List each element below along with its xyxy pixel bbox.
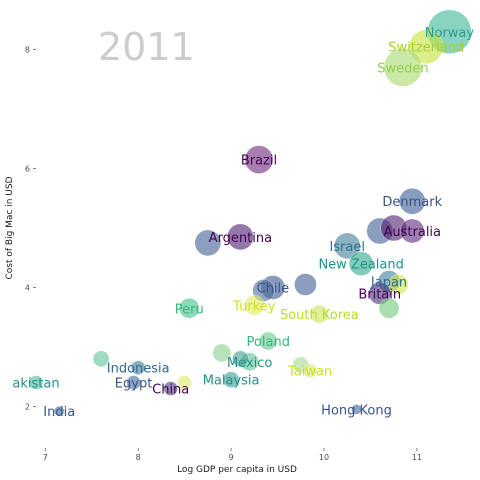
- data-point: [334, 232, 361, 259]
- x-tick-label: 8: [136, 453, 141, 462]
- data-label: Australia: [384, 225, 442, 240]
- data-point: [194, 229, 222, 257]
- data-point: [310, 305, 329, 324]
- x-tick-label: 7: [43, 453, 48, 462]
- data-label: Britain: [358, 287, 401, 302]
- data-label: New Zealand: [318, 258, 403, 273]
- data-point: [294, 273, 317, 296]
- data-label: Egypt: [115, 377, 153, 392]
- data-label: Indonesia: [107, 362, 170, 377]
- data-point: [222, 371, 240, 388]
- x-axis-title: Log GDP per capita in USD: [177, 465, 297, 475]
- data-label: akistan: [12, 377, 59, 392]
- x-tick-label: 11: [412, 453, 422, 462]
- y-tick-label: 8: [25, 46, 30, 55]
- data-label: Poland: [247, 335, 290, 350]
- data-point: [28, 375, 44, 390]
- data-label: Taiwan: [287, 365, 332, 380]
- data-point: [399, 188, 426, 215]
- data-point: [126, 375, 141, 390]
- data-point: [244, 295, 265, 316]
- data-label: Norway: [425, 26, 475, 41]
- data-point: [131, 360, 146, 375]
- y-tick-label: 2: [25, 402, 30, 411]
- data-label: Peru: [175, 302, 204, 317]
- data-label: Chile: [257, 281, 290, 296]
- data-label: Malaysia: [203, 374, 260, 389]
- data-point: [349, 251, 374, 276]
- year-annotation: 2011: [98, 25, 195, 69]
- data-label: Sweden: [377, 61, 428, 76]
- data-point: [302, 363, 318, 378]
- data-label: Japan: [370, 276, 407, 291]
- data-label: China: [152, 383, 189, 398]
- data-point: [212, 343, 231, 363]
- data-point: [54, 405, 65, 417]
- data-label: Denmark: [382, 195, 442, 210]
- data-label: Israel: [329, 240, 365, 255]
- data-point: [383, 48, 423, 87]
- data-label: Brazil: [241, 154, 277, 169]
- data-label: Mexico: [227, 356, 272, 371]
- data-point: [400, 218, 425, 244]
- data-point: [409, 29, 444, 64]
- data-label: India: [43, 405, 75, 420]
- data-label: Hong Kong: [321, 403, 392, 418]
- y-axis-title: Cost of Big Mac in USD: [5, 176, 15, 279]
- x-tick-label: 9: [229, 453, 234, 462]
- data-point: [179, 298, 200, 319]
- data-point: [92, 350, 110, 367]
- data-point: [388, 274, 409, 295]
- data-label: Argentina: [209, 231, 272, 246]
- data-label: South Korea: [280, 308, 359, 323]
- data-point: [232, 350, 249, 367]
- data-label: Switzerland: [388, 41, 464, 56]
- data-point: [378, 298, 400, 319]
- x-axis: 7 8 9 10 11: [43, 448, 422, 462]
- data-point: [177, 375, 192, 390]
- data-label: Turkey: [232, 299, 276, 314]
- data-point: [227, 223, 254, 251]
- data-point: [259, 331, 278, 351]
- data-points: [28, 9, 472, 417]
- y-tick-label: 4: [25, 283, 30, 292]
- x-tick-label: 10: [319, 453, 329, 462]
- data-point: [351, 404, 362, 415]
- data-point: [244, 145, 274, 174]
- y-tick-label: 6: [25, 165, 30, 174]
- y-axis: 2 4 6 8: [25, 46, 36, 411]
- data-point: [163, 381, 178, 396]
